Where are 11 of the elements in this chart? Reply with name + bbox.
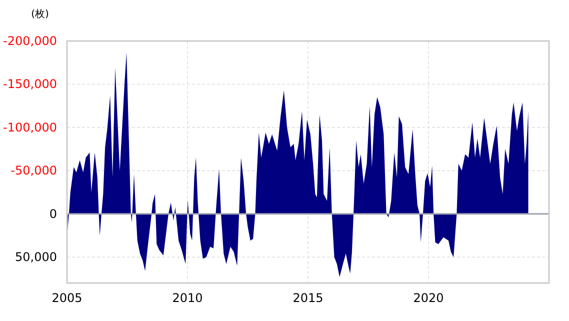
y-tick-label: -100,000 xyxy=(3,120,57,134)
y-tick-label: 0 xyxy=(49,206,57,221)
y-tick-label: -200,000 xyxy=(3,34,57,48)
x-tick-label: 2010 xyxy=(172,291,203,305)
y-tick-label: -50,000 xyxy=(10,164,57,178)
y-tick-label: 50,000 xyxy=(15,250,57,264)
x-tick-label: 2015 xyxy=(292,291,324,305)
y-axis-title: (枚) xyxy=(31,8,49,20)
x-tick-label: 2005 xyxy=(52,291,82,305)
y-tick-label: -150,000 xyxy=(3,77,57,92)
x-tick-label: 2020 xyxy=(413,291,444,305)
